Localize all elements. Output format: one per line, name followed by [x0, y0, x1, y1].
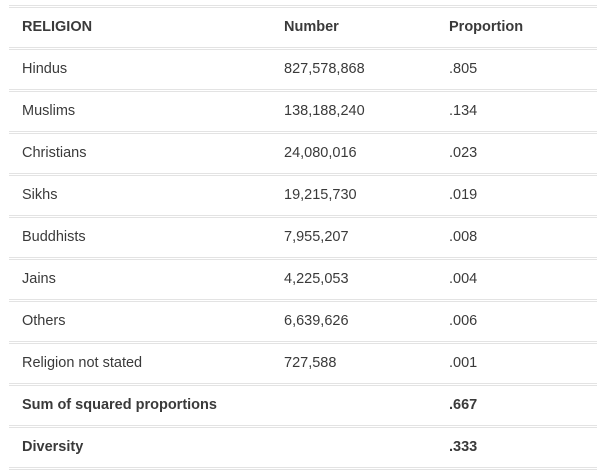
summary-label: Diversity — [9, 426, 271, 470]
cell-number: 4,225,053 — [271, 258, 436, 302]
table-row: Sikhs 19,215,730 .019 — [9, 174, 597, 218]
cell-religion: Muslims — [9, 90, 271, 134]
table-row: Christians 24,080,016 .023 — [9, 132, 597, 176]
cell-number: 727,588 — [271, 342, 436, 386]
religion-table-container: RELIGION Number Proportion Hindus 827,57… — [9, 5, 597, 470]
table-row: Hindus 827,578,868 .805 — [9, 48, 597, 92]
summary-row-diversity: Diversity .333 — [9, 426, 597, 470]
cell-proportion: .001 — [436, 342, 597, 386]
header-proportion: Proportion — [436, 5, 597, 50]
cell-religion: Christians — [9, 132, 271, 176]
cell-proportion: .004 — [436, 258, 597, 302]
summary-proportion: .333 — [436, 426, 597, 470]
table-row: Buddhists 7,955,207 .008 — [9, 216, 597, 260]
cell-religion: Others — [9, 300, 271, 344]
religion-table: RELIGION Number Proportion Hindus 827,57… — [9, 5, 597, 470]
header-religion: RELIGION — [9, 5, 271, 50]
cell-number: 138,188,240 — [271, 90, 436, 134]
cell-proportion: .134 — [436, 90, 597, 134]
cell-number: 19,215,730 — [271, 174, 436, 218]
table-row: Others 6,639,626 .006 — [9, 300, 597, 344]
cell-proportion: .023 — [436, 132, 597, 176]
cell-proportion: .805 — [436, 48, 597, 92]
summary-label: Sum of squared proportions — [9, 384, 271, 428]
summary-number — [271, 426, 436, 470]
summary-proportion: .667 — [436, 384, 597, 428]
cell-religion: Hindus — [9, 48, 271, 92]
table-header-row: RELIGION Number Proportion — [9, 5, 597, 50]
header-number: Number — [271, 5, 436, 50]
table-row: Muslims 138,188,240 .134 — [9, 90, 597, 134]
cell-number: 7,955,207 — [271, 216, 436, 260]
cell-proportion: .019 — [436, 174, 597, 218]
cell-religion: Religion not stated — [9, 342, 271, 386]
cell-proportion: .006 — [436, 300, 597, 344]
summary-number — [271, 384, 436, 428]
cell-number: 24,080,016 — [271, 132, 436, 176]
cell-religion: Jains — [9, 258, 271, 302]
cell-number: 827,578,868 — [271, 48, 436, 92]
cell-proportion: .008 — [436, 216, 597, 260]
cell-number: 6,639,626 — [271, 300, 436, 344]
table-row: Religion not stated 727,588 .001 — [9, 342, 597, 386]
cell-religion: Sikhs — [9, 174, 271, 218]
table-row: Jains 4,225,053 .004 — [9, 258, 597, 302]
summary-row-sum-squared: Sum of squared proportions .667 — [9, 384, 597, 428]
cell-religion: Buddhists — [9, 216, 271, 260]
